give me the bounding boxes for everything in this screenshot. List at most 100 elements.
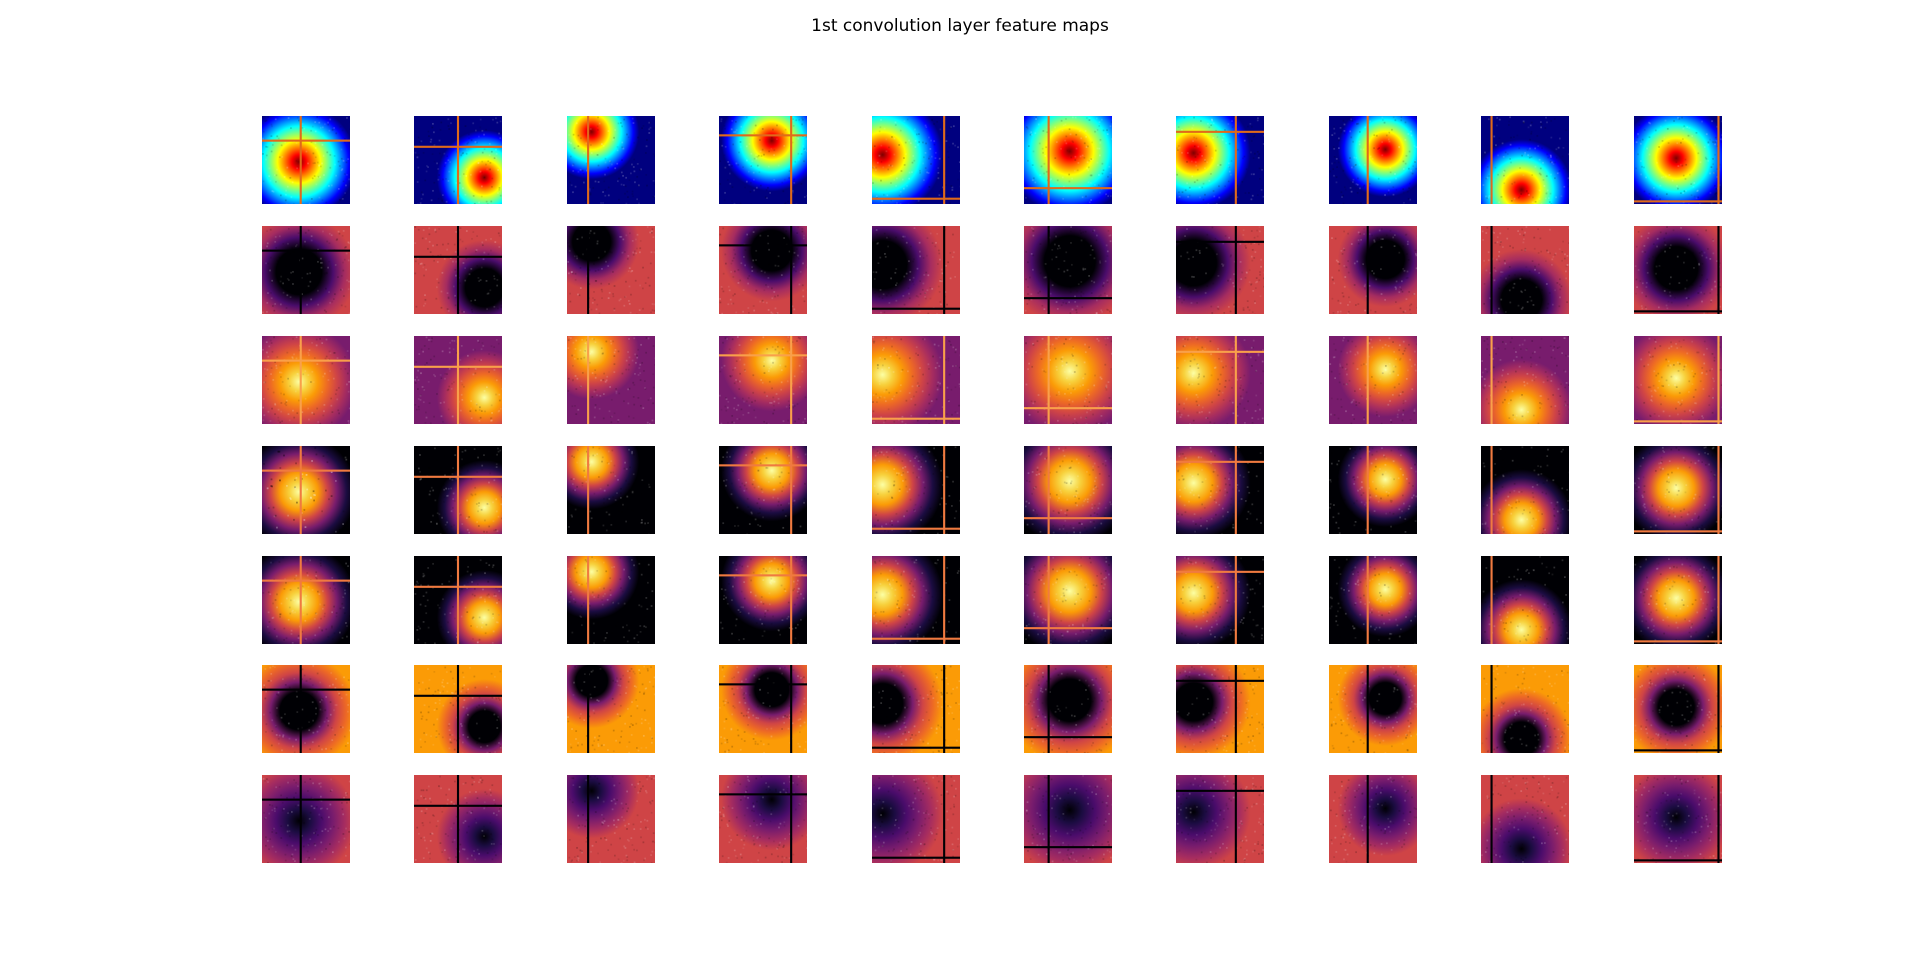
feature-map-hline bbox=[719, 134, 807, 137]
feature-map-vline bbox=[299, 775, 302, 863]
feature-map-activation bbox=[1024, 556, 1112, 644]
feature-map-r5-c5 bbox=[872, 556, 960, 644]
feature-map-r1-c3 bbox=[567, 116, 655, 204]
feature-map-vline bbox=[587, 665, 590, 753]
feature-map-hline bbox=[1634, 640, 1722, 643]
feature-map-noise bbox=[1329, 446, 1417, 534]
feature-map-activation bbox=[567, 665, 655, 753]
feature-map-noise bbox=[1634, 226, 1722, 314]
feature-map-activation bbox=[719, 336, 807, 424]
feature-map-hline bbox=[262, 469, 350, 472]
feature-map-activation bbox=[1481, 226, 1569, 314]
feature-map-r1-c9 bbox=[1481, 116, 1569, 204]
feature-map-vline bbox=[943, 556, 946, 644]
feature-map-noise bbox=[1329, 776, 1417, 863]
feature-map-noise bbox=[1329, 116, 1417, 204]
feature-map-r1-c2 bbox=[414, 116, 502, 204]
feature-map-noise bbox=[872, 116, 960, 204]
feature-map-hline bbox=[262, 139, 350, 142]
feature-map-vline bbox=[1047, 226, 1050, 314]
feature-map-activation bbox=[872, 116, 960, 204]
feature-map-activation bbox=[872, 665, 960, 753]
feature-map-activation bbox=[1176, 116, 1264, 204]
feature-map-activation bbox=[872, 446, 960, 534]
feature-map-noise bbox=[719, 775, 807, 863]
feature-map-hline bbox=[719, 793, 807, 796]
feature-map-r7-c4 bbox=[719, 775, 807, 863]
feature-map-noise bbox=[1481, 226, 1569, 314]
feature-map-r1-c10 bbox=[1634, 116, 1722, 204]
feature-map-vline bbox=[1234, 116, 1237, 204]
feature-map-r2-c10 bbox=[1634, 226, 1722, 314]
feature-map-activation bbox=[567, 446, 655, 534]
feature-map-noise bbox=[1481, 336, 1569, 424]
feature-map-hline bbox=[262, 798, 350, 801]
feature-map-hline bbox=[1176, 130, 1264, 133]
feature-map-hline bbox=[1176, 679, 1264, 682]
feature-map-r4-c6 bbox=[1024, 446, 1112, 534]
feature-map-activation bbox=[1176, 665, 1264, 753]
feature-map-r4-c5 bbox=[872, 446, 960, 534]
feature-map-vline bbox=[943, 665, 946, 753]
feature-map-r4-c1 bbox=[262, 446, 350, 534]
feature-map-r7-c7 bbox=[1176, 775, 1264, 863]
feature-map-r4-c9 bbox=[1481, 446, 1569, 534]
feature-map-r1-c5 bbox=[872, 116, 960, 204]
feature-map-activation bbox=[1481, 446, 1569, 534]
feature-map-r7-c6 bbox=[1024, 775, 1112, 863]
feature-map-noise bbox=[1329, 556, 1417, 644]
feature-map-activation bbox=[872, 226, 960, 314]
feature-map-noise bbox=[1634, 557, 1722, 644]
feature-map-activation bbox=[1481, 665, 1569, 753]
feature-map-activation bbox=[1329, 665, 1417, 753]
feature-map-noise bbox=[263, 447, 350, 534]
feature-map-r1-c1 bbox=[262, 116, 350, 204]
feature-map-r5-c3 bbox=[567, 556, 655, 644]
feature-map-vline bbox=[1047, 446, 1050, 534]
feature-map-r7-c8 bbox=[1329, 775, 1417, 863]
feature-map-r2-c7 bbox=[1176, 226, 1264, 314]
feature-map-vline bbox=[943, 446, 946, 534]
feature-map-vline bbox=[1234, 665, 1237, 753]
feature-map-activation bbox=[262, 226, 350, 314]
feature-map-hline bbox=[1634, 530, 1722, 533]
feature-map-activation bbox=[1329, 226, 1417, 314]
feature-map-activation bbox=[567, 775, 655, 863]
feature-map-noise bbox=[1331, 228, 1417, 314]
feature-map-hline bbox=[262, 249, 350, 252]
feature-map-activation bbox=[1176, 556, 1264, 644]
feature-map-r7-c5 bbox=[872, 775, 960, 863]
feature-map-activation bbox=[262, 556, 350, 644]
feature-map-activation bbox=[1481, 336, 1569, 424]
feature-map-vline bbox=[1717, 116, 1720, 204]
feature-map-activation bbox=[567, 116, 655, 204]
feature-map-activation bbox=[262, 446, 350, 534]
feature-map-vline bbox=[1047, 116, 1050, 204]
feature-map-vline bbox=[456, 226, 460, 314]
feature-map-activation bbox=[872, 336, 960, 424]
feature-map-activation bbox=[872, 775, 960, 863]
feature-map-vline bbox=[1490, 226, 1493, 314]
feature-map-r6-c8 bbox=[1329, 665, 1417, 753]
feature-map-vline bbox=[790, 556, 793, 644]
feature-map-r3-c10 bbox=[1634, 336, 1722, 424]
feature-map-r2-c1 bbox=[262, 226, 350, 314]
feature-map-r7-c3 bbox=[567, 775, 655, 863]
feature-map-vline bbox=[299, 556, 302, 644]
feature-map-noise bbox=[567, 446, 655, 534]
feature-map-activation bbox=[1481, 556, 1569, 644]
feature-map-hline bbox=[1634, 200, 1722, 203]
feature-map-vline bbox=[1366, 775, 1369, 863]
feature-map-hline bbox=[262, 688, 350, 691]
feature-map-noise bbox=[418, 666, 502, 753]
feature-map-activation bbox=[1634, 446, 1722, 534]
feature-map-r6-c7 bbox=[1176, 665, 1264, 753]
feature-map-r4-c3 bbox=[567, 446, 655, 534]
feature-map-activation bbox=[1024, 775, 1112, 863]
feature-map-activation bbox=[262, 336, 350, 424]
feature-map-vline bbox=[299, 446, 302, 534]
feature-map-noise bbox=[567, 556, 655, 644]
feature-map-vline bbox=[587, 116, 590, 204]
feature-map-noise bbox=[262, 777, 350, 863]
feature-map-vline bbox=[299, 226, 302, 314]
